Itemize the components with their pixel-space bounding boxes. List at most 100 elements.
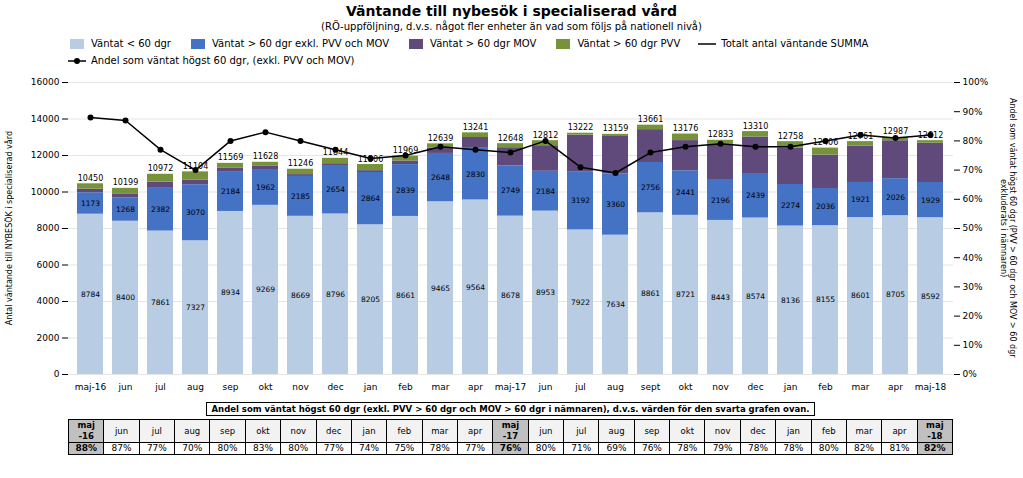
- svg-text:8678: 8678: [501, 291, 520, 300]
- svg-text:40%: 40%: [963, 253, 983, 263]
- svg-text:nov: nov: [292, 382, 309, 392]
- svg-text:11569: 11569: [218, 153, 243, 162]
- svg-text:7634: 7634: [606, 300, 625, 309]
- svg-text:6000: 6000: [37, 260, 60, 270]
- svg-text:maj-16: maj-16: [75, 382, 107, 392]
- svg-text:jan: jan: [783, 382, 798, 392]
- svg-text:3070: 3070: [186, 208, 205, 217]
- svg-text:2749: 2749: [501, 186, 520, 195]
- svg-text:10199: 10199: [113, 178, 138, 187]
- svg-text:7922: 7922: [571, 298, 590, 307]
- svg-text:1962: 1962: [256, 183, 275, 192]
- svg-text:8705: 8705: [886, 290, 905, 299]
- svg-text:2000: 2000: [37, 333, 60, 343]
- svg-text:90%: 90%: [963, 107, 983, 117]
- svg-text:maj-18: maj-18: [915, 382, 947, 392]
- svg-text:feb: feb: [398, 382, 413, 392]
- svg-text:3192: 3192: [571, 196, 590, 205]
- svg-text:nov: nov: [712, 382, 729, 392]
- svg-text:2439: 2439: [746, 191, 765, 200]
- svg-text:okt: okt: [678, 382, 693, 392]
- svg-text:8574: 8574: [746, 292, 765, 301]
- svg-text:2036: 2036: [816, 202, 835, 211]
- svg-text:13310: 13310: [743, 122, 768, 131]
- svg-text:13222: 13222: [568, 123, 593, 132]
- svg-text:11628: 11628: [253, 152, 278, 161]
- svg-text:jun: jun: [118, 382, 133, 392]
- svg-text:2184: 2184: [536, 187, 555, 196]
- svg-text:2382: 2382: [151, 205, 170, 214]
- svg-text:dec: dec: [747, 382, 763, 392]
- svg-text:80%: 80%: [963, 136, 983, 146]
- svg-text:2185: 2185: [291, 192, 310, 201]
- svg-text:8953: 8953: [536, 288, 555, 297]
- svg-text:feb: feb: [818, 382, 833, 392]
- svg-text:dec: dec: [327, 382, 343, 392]
- svg-text:9564: 9564: [466, 283, 485, 292]
- svg-text:2830: 2830: [466, 170, 485, 179]
- svg-text:20%: 20%: [963, 311, 983, 321]
- svg-text:0%: 0%: [963, 369, 978, 379]
- svg-text:60%: 60%: [963, 194, 983, 204]
- svg-text:2026: 2026: [886, 193, 905, 202]
- svg-text:sep: sep: [223, 382, 239, 392]
- svg-text:12833: 12833: [708, 130, 733, 139]
- svg-text:13241: 13241: [463, 123, 488, 132]
- svg-text:0: 0: [54, 369, 60, 379]
- svg-text:2274: 2274: [781, 201, 800, 210]
- svg-text:aug: aug: [607, 382, 624, 392]
- svg-text:2654: 2654: [326, 185, 345, 194]
- svg-text:8861: 8861: [641, 289, 660, 298]
- svg-text:okt: okt: [258, 382, 273, 392]
- svg-text:12639: 12639: [428, 134, 453, 143]
- svg-text:1268: 1268: [116, 205, 135, 214]
- svg-text:8796: 8796: [326, 290, 345, 299]
- svg-text:8000: 8000: [37, 223, 60, 233]
- svg-text:16000: 16000: [31, 77, 60, 87]
- svg-text:14000: 14000: [31, 114, 60, 124]
- svg-text:7861: 7861: [151, 298, 170, 307]
- svg-text:2196: 2196: [711, 196, 730, 205]
- svg-text:jun: jun: [538, 382, 553, 392]
- svg-text:50%: 50%: [963, 223, 983, 233]
- svg-text:8400: 8400: [116, 293, 135, 302]
- svg-text:apr: apr: [468, 382, 483, 392]
- svg-text:100%: 100%: [963, 77, 989, 87]
- svg-text:1929: 1929: [921, 195, 940, 204]
- svg-text:jul: jul: [154, 382, 166, 392]
- svg-text:2839: 2839: [396, 186, 415, 195]
- svg-text:aug: aug: [187, 382, 204, 392]
- svg-text:8205: 8205: [361, 295, 380, 304]
- svg-text:8721: 8721: [676, 290, 695, 299]
- svg-text:apr: apr: [888, 382, 903, 392]
- svg-text:3360: 3360: [606, 200, 625, 209]
- svg-text:2184: 2184: [221, 187, 240, 196]
- svg-text:8155: 8155: [816, 295, 835, 304]
- svg-text:10%: 10%: [963, 340, 983, 350]
- svg-text:9269: 9269: [256, 285, 275, 294]
- svg-text:maj-17: maj-17: [495, 382, 526, 392]
- svg-text:mar: mar: [852, 382, 870, 392]
- svg-text:8934: 8934: [221, 288, 240, 297]
- svg-text:2756: 2756: [641, 183, 660, 192]
- svg-text:8601: 8601: [851, 291, 870, 300]
- svg-text:jul: jul: [574, 382, 586, 392]
- svg-text:8136: 8136: [781, 296, 800, 305]
- svg-text:8661: 8661: [396, 291, 415, 300]
- svg-text:jan: jan: [363, 382, 378, 392]
- svg-text:8669: 8669: [291, 291, 310, 300]
- svg-text:sept: sept: [641, 382, 661, 392]
- svg-text:12758: 12758: [778, 132, 803, 141]
- svg-text:4000: 4000: [37, 296, 60, 306]
- svg-text:13661: 13661: [638, 115, 663, 124]
- svg-text:8443: 8443: [711, 293, 730, 302]
- svg-text:1921: 1921: [851, 195, 870, 204]
- svg-text:10000: 10000: [31, 187, 60, 197]
- svg-text:9465: 9465: [431, 284, 450, 293]
- svg-text:8784: 8784: [81, 290, 100, 299]
- svg-text:10972: 10972: [148, 164, 173, 173]
- svg-text:13176: 13176: [673, 124, 698, 133]
- svg-text:10450: 10450: [78, 174, 103, 183]
- svg-text:13159: 13159: [603, 124, 628, 133]
- svg-text:70%: 70%: [963, 165, 983, 175]
